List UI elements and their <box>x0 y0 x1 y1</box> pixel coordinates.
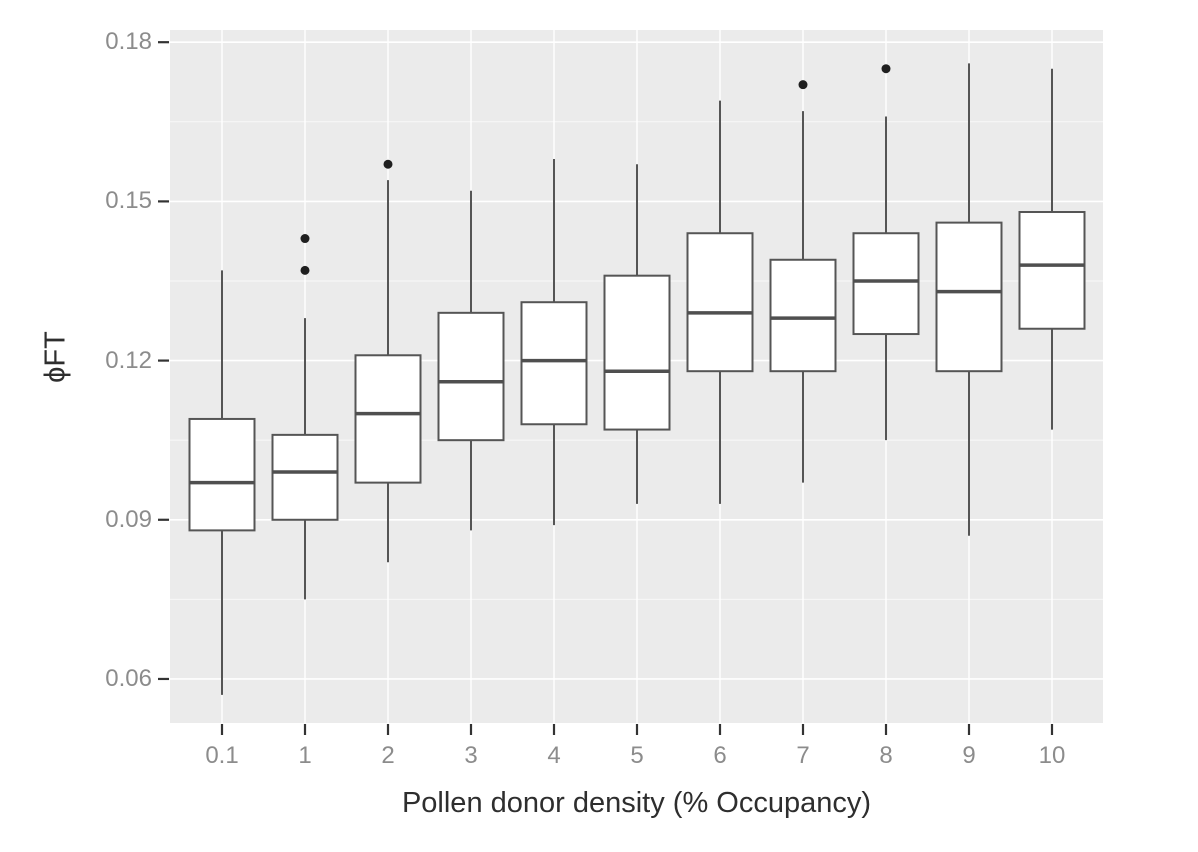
box-8 <box>852 232 920 336</box>
x-axis-title: Pollen donor density (% Occupancy) <box>401 787 872 819</box>
y-tick-label: 0.15 <box>105 187 152 215</box>
outlier-point-8 <box>881 64 891 74</box>
x-tick-label: 1 <box>298 742 312 769</box>
box-2 <box>354 354 422 484</box>
x-tick-label: 0.1 <box>205 742 239 769</box>
y-tick-label: 0.18 <box>105 28 152 56</box>
outlier-point-2 <box>383 159 393 169</box>
y-tick-label: 0.12 <box>105 346 152 374</box>
outlier-point-1 <box>300 234 310 244</box>
box-3 <box>437 311 505 442</box>
y-axis-title: ϕFT <box>39 331 72 383</box>
x-tick-label: 8 <box>879 742 893 769</box>
box-9 <box>935 221 1003 373</box>
box-0.1 <box>188 417 256 532</box>
box-6 <box>686 232 754 373</box>
x-tick-label: 5 <box>630 742 644 769</box>
x-tick-label: 2 <box>381 742 395 769</box>
outlier-point-7 <box>798 80 808 90</box>
box-1 <box>271 433 339 521</box>
x-tick-label: 7 <box>796 742 810 769</box>
box-10 <box>1018 211 1086 330</box>
box-5 <box>603 274 671 431</box>
x-tick-label: 6 <box>713 742 727 769</box>
x-tick-label: 4 <box>547 742 561 769</box>
x-tick-label: 10 <box>1038 742 1066 769</box>
y-tick-label: 0.06 <box>105 664 152 692</box>
x-tick-label: 3 <box>464 742 478 769</box>
box-7 <box>769 258 837 373</box>
x-tick-label: 9 <box>962 742 976 769</box>
box-4 <box>520 301 588 426</box>
outlier-point-1 <box>300 265 310 275</box>
y-tick-label: 0.09 <box>105 505 152 533</box>
